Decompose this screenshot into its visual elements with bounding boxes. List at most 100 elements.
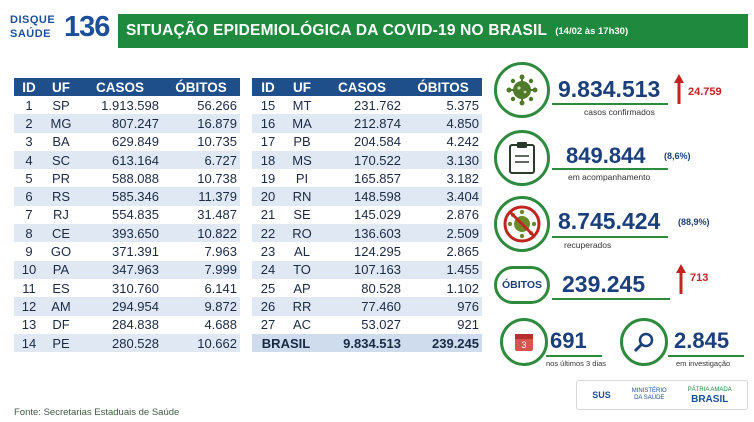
col-header-id: ID — [252, 78, 284, 96]
cell-obitos: 10.738 — [197, 170, 237, 186]
cell-casos: 212.874 — [320, 114, 404, 133]
table-row: 10 PA 347.963 7.999 — [14, 260, 240, 279]
cell-obitos: 9.872 — [162, 297, 240, 316]
table-row: 13 DF 284.838 4.688 — [14, 316, 240, 334]
col-header-obitos: ÓBITOS — [404, 78, 482, 96]
cell-obitos: 4.242 — [446, 134, 479, 150]
table-row: 12 AM 294.954 9.872 — [14, 297, 240, 316]
cell-id: 14 — [14, 333, 44, 353]
cell-casos: 371.391 — [112, 244, 159, 260]
cell-uf: RR — [284, 297, 320, 316]
government-logos: SUS MINISTÉRIO DA SAÚDE PÁTRIA AMADA BRA… — [576, 380, 748, 410]
cell-obitos: 4.850 — [404, 114, 482, 133]
table-row: 22 RO 136.603 2.509 — [252, 224, 482, 243]
source-note: Fonte: Secretarias Estaduais de Saúde — [14, 407, 180, 418]
cell-obitos: 2.509 — [404, 224, 482, 243]
calendar-badge: 3 — [521, 340, 526, 350]
cell-id: 26 — [252, 297, 284, 316]
cell-uf: PB — [293, 134, 311, 150]
ultimos-label: nos últimos 3 dias — [546, 359, 607, 368]
logo-line2: SAÚDE — [10, 28, 52, 40]
table-row: 11 ES 310.760 6.141 — [14, 279, 240, 297]
cell-casos: 124.295 — [354, 244, 401, 260]
calendar-icon: 3 — [500, 318, 548, 366]
total-casos: 9.834.513 — [320, 333, 404, 353]
cell-casos: 231.762 — [354, 97, 401, 113]
cell-casos: 310.760 — [112, 280, 159, 296]
table-row: 25 AP 80.528 1.102 — [252, 279, 482, 297]
cell-uf: AL — [294, 244, 310, 260]
obitos-pill: ÓBITOS — [494, 266, 550, 304]
table-row: 24 TO 107.163 1.455 — [252, 260, 482, 279]
cell-obitos: 6.727 — [162, 150, 240, 170]
table-row: 5 PR 588.088 10.738 — [14, 169, 240, 187]
brasil-text: BRASIL — [691, 394, 729, 405]
table-header-row: ID UF CASOS ÓBITOS — [14, 78, 240, 96]
cell-obitos: 10.822 — [162, 224, 240, 243]
cell-uf: CE — [44, 224, 78, 243]
cell-obitos: 3.404 — [404, 187, 482, 206]
table-row: 4 SC 613.164 6.727 — [14, 150, 240, 170]
cell-obitos: 6.141 — [204, 280, 237, 296]
cell-uf: SE — [293, 207, 311, 223]
total-obitos: 239.245 — [404, 333, 482, 353]
col-header-obitos: ÓBITOS — [162, 78, 240, 96]
cell-uf: PR — [51, 170, 71, 186]
cell-casos: 53.027 — [361, 317, 401, 333]
table-row: 1 SP 1.913.598 56.266 — [14, 96, 240, 114]
cell-obitos: 1.455 — [404, 260, 482, 279]
ultimos-value: 691 — [550, 328, 587, 353]
total-label: BRASIL — [252, 333, 320, 353]
cell-uf: RO — [284, 224, 320, 243]
cell-id: 6 — [14, 187, 44, 206]
cell-id: 12 — [14, 297, 44, 316]
virus-blocked-icon — [494, 196, 550, 252]
cell-casos: 807.247 — [78, 114, 162, 133]
cell-casos: 554.835 — [112, 207, 159, 223]
cell-uf: AC — [292, 317, 312, 333]
investigacao-label: em investigação — [676, 359, 731, 368]
cell-obitos: 3.130 — [404, 150, 482, 170]
cell-id: 22 — [252, 224, 284, 243]
cell-uf: RN — [284, 187, 320, 206]
col-header-casos: CASOS — [78, 78, 162, 96]
cell-id: 11 — [22, 280, 36, 296]
sus-logo: SUS — [592, 390, 611, 400]
table-row: 16 MA 212.874 4.850 — [252, 114, 482, 133]
cell-uf: SC — [44, 150, 78, 170]
cell-id: 7 — [25, 207, 33, 223]
cell-obitos: 7.963 — [204, 244, 237, 260]
cell-id: 15 — [260, 97, 276, 113]
arrow-up-icon — [676, 264, 686, 294]
col-header-id: ID — [14, 78, 44, 96]
cell-casos: 1.913.598 — [101, 97, 159, 113]
table-row: 17 PB 204.584 4.242 — [252, 133, 482, 151]
confirmados-label: casos confirmados — [584, 107, 655, 117]
confirmados-delta: 24.759 — [688, 86, 722, 98]
cell-uf: AP — [293, 280, 311, 296]
table-header-row: ID UF CASOS ÓBITOS — [252, 78, 482, 96]
underline — [552, 168, 668, 170]
underline — [552, 298, 670, 300]
states-table-right: ID UF CASOS ÓBITOS 15 MT 231.762 5.375 16 MA 2… — [252, 78, 482, 353]
cell-obitos: 56.266 — [197, 97, 237, 113]
underline — [552, 236, 668, 238]
table-row: 8 CE 393.650 10.822 — [14, 224, 240, 243]
cell-id: 13 — [21, 317, 37, 333]
cell-casos: 613.164 — [78, 150, 162, 170]
underline — [546, 355, 602, 357]
cell-casos: 148.598 — [320, 187, 404, 206]
acompanhamento-pct: (8,6%) — [664, 151, 691, 161]
cell-uf: RJ — [53, 207, 69, 223]
cell-casos: 347.963 — [78, 260, 162, 279]
cell-id: 25 — [260, 280, 276, 296]
table-row: 19 PI 165.857 3.182 — [252, 169, 482, 187]
cell-obitos: 16.879 — [162, 114, 240, 133]
table-row: 7 RJ 554.835 31.487 — [14, 206, 240, 224]
cell-casos: 170.522 — [320, 150, 404, 170]
cell-id: 4 — [14, 150, 44, 170]
brasil-logo: PÁTRIA AMADA BRASIL — [688, 386, 732, 405]
cell-obitos: 31.487 — [197, 207, 237, 223]
cell-uf: GO — [50, 244, 72, 260]
table-row: 23 AL 124.295 2.865 — [252, 242, 482, 260]
